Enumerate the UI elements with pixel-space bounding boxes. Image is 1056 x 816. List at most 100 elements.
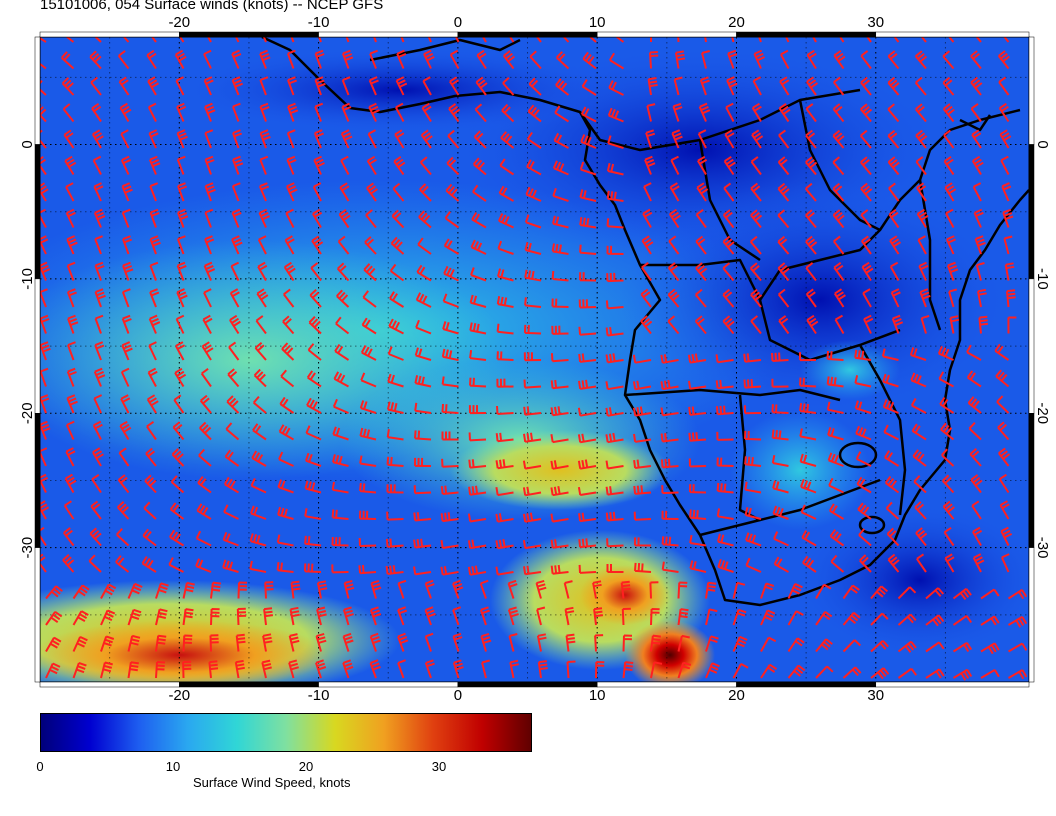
axis-tick-labels: -20 -10 0 10 20 30 -20 -10 0 10 20 30 0 -10 -20 -30 0 -10…: [19, 14, 1051, 704]
wind-barb: [971, 129, 982, 149]
wind-barb: [732, 581, 746, 599]
wind-barb: [92, 420, 103, 440]
wind-barb: [552, 160, 569, 176]
wind-barb: [507, 606, 519, 626]
wind-barb: [148, 341, 157, 361]
wind-barb: [496, 405, 514, 415]
wind-barb: [667, 315, 680, 335]
wind-barb: [280, 369, 295, 388]
wind-barb: [210, 608, 220, 626]
wind-barb: [888, 208, 900, 229]
wind-barb: [471, 212, 487, 229]
wind-barb: [860, 182, 873, 202]
wind-barb: [952, 641, 973, 653]
wind-barb: [826, 376, 844, 388]
wind-barb: [287, 102, 299, 122]
lon-label-top: 10: [589, 14, 606, 31]
wind-barb: [771, 455, 789, 467]
wind-barb: [524, 242, 542, 255]
wind-barb: [337, 235, 350, 255]
wind-barb: [1004, 262, 1015, 281]
wind-barb: [564, 606, 575, 626]
wind-barb: [365, 209, 377, 229]
wind-barb: [870, 667, 890, 680]
wind-barb: [312, 208, 323, 229]
wind-barb: [443, 265, 459, 282]
wind-barb: [566, 660, 576, 679]
wind-barb: [579, 244, 597, 255]
wind-barb: [916, 553, 927, 573]
wind-barb: [815, 638, 833, 653]
lat-label-right: -20: [1034, 402, 1051, 424]
wind-barb: [61, 77, 75, 96]
wind-barb: [806, 49, 817, 70]
wind-barb: [860, 50, 872, 70]
wind-barb: [397, 579, 407, 599]
wind-barb: [524, 269, 542, 282]
colorbar-tick-30: 30: [431, 759, 447, 774]
wind-barb: [799, 377, 817, 388]
wind-barb: [343, 580, 355, 599]
wind-barb: [854, 349, 872, 361]
wind-barb: [925, 587, 945, 600]
lat-label-left: 0: [19, 140, 36, 148]
wind-barb: [342, 632, 354, 652]
frame-bar-left: [34, 547, 41, 683]
wind-barb: [468, 405, 487, 415]
wind-barb: [832, 182, 845, 202]
wind-barb: [640, 288, 652, 308]
wind-barb: [147, 102, 157, 122]
lon-label-bottom: -10: [308, 687, 330, 704]
wind-barb: [777, 182, 790, 202]
wind-barb: [644, 155, 656, 175]
wind-barb: [577, 486, 597, 496]
wind-barb: [257, 261, 268, 281]
wind-barb: [912, 449, 927, 467]
wind-barb: [40, 526, 47, 547]
wind-barb: [393, 155, 406, 176]
wind-barb: [944, 553, 955, 573]
wind-barb: [855, 451, 872, 467]
wind-barb: [856, 476, 872, 494]
wind-barb: [468, 432, 487, 442]
lat-label-left: -20: [19, 402, 36, 424]
wind-barb: [828, 477, 844, 494]
wind-barb: [149, 261, 159, 281]
wind-barb: [705, 608, 718, 626]
wind-barb: [751, 102, 762, 123]
wind-barb: [92, 447, 104, 467]
colorbar-tick-0: 0: [36, 759, 44, 774]
wind-barb: [304, 563, 322, 573]
wind-barb: [91, 102, 102, 123]
wind-barb: [579, 272, 597, 282]
wind-barb: [815, 665, 834, 679]
wind-barb: [897, 586, 917, 600]
wind-barb: [650, 37, 653, 43]
wind-barb: [155, 661, 166, 679]
wind-barb: [144, 474, 157, 494]
wind-barb: [886, 527, 900, 547]
wind-barb: [308, 316, 322, 335]
wind-barb: [313, 129, 324, 149]
wind-barb: [116, 528, 130, 547]
wind-barb: [828, 503, 845, 520]
wind-barb: [340, 129, 353, 149]
wind-barb: [806, 314, 819, 335]
wind-barb: [251, 450, 267, 467]
wind-barb: [182, 581, 195, 599]
wind-barb: [367, 129, 377, 149]
wind-barb: [385, 538, 404, 548]
wind-barb: [182, 608, 194, 626]
wind-barb: [482, 37, 487, 43]
wind-barb: [72, 584, 90, 600]
wind-barb: [338, 208, 351, 229]
wind-barb: [262, 633, 273, 652]
wind-barb: [362, 290, 377, 308]
wind-barb: [606, 218, 624, 229]
wind-barb: [860, 156, 872, 176]
frame-bar-top: [736, 31, 877, 38]
wind-barb: [1007, 589, 1028, 600]
wind-barb: [749, 262, 762, 282]
wind-barb: [833, 49, 846, 70]
wind-barb: [120, 129, 130, 149]
